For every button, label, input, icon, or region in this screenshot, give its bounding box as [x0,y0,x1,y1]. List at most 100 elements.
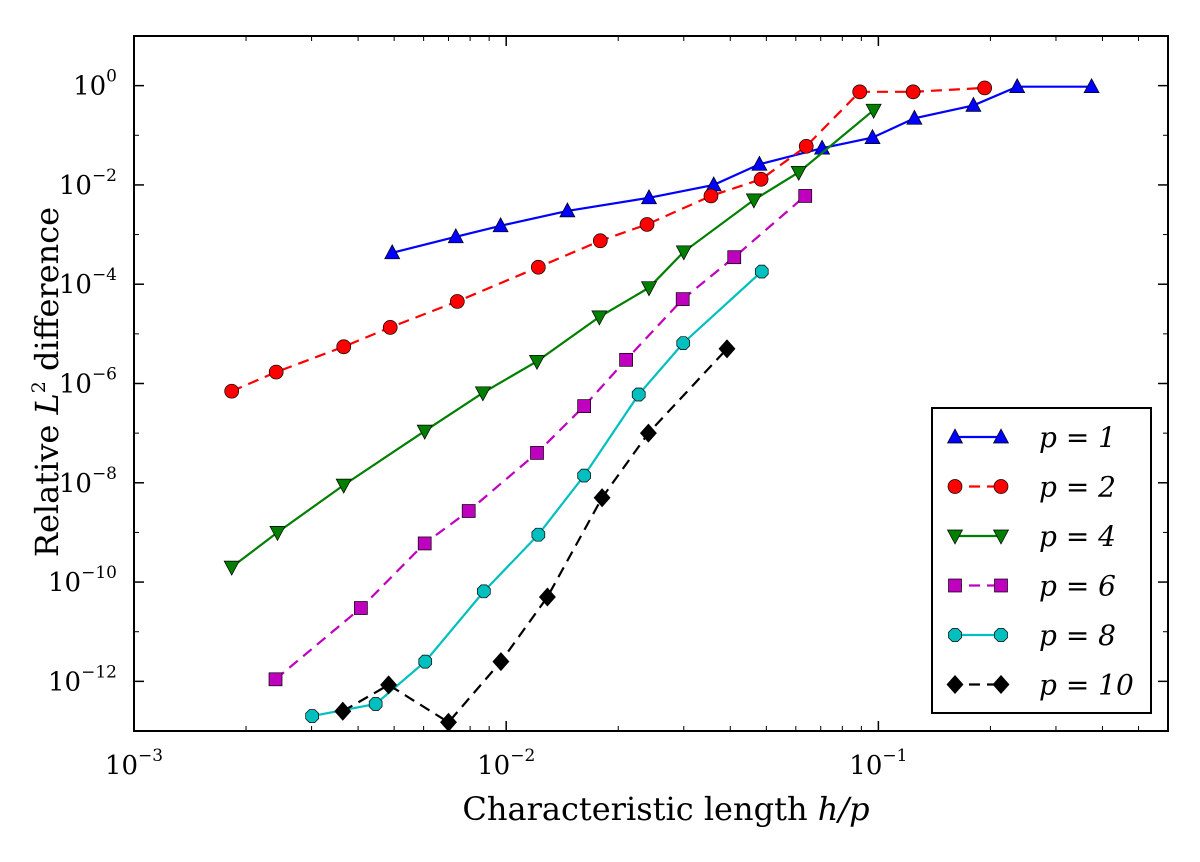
data-point [906,109,923,125]
data-point [384,244,401,260]
series-6 [334,339,736,732]
data-point [461,504,476,518]
data-point [382,320,398,335]
data-point [531,527,546,542]
series-line [274,195,806,681]
data-point [577,468,591,483]
data-point [477,584,491,599]
data-point [639,217,655,232]
data-point [417,536,432,551]
data-point [754,264,769,279]
data-point [675,245,692,261]
data-point [640,189,658,205]
legend-entry: p = 10 [946,669,1134,702]
data-point [640,281,658,297]
y-axis-label: Relative L2 difference [28,207,66,557]
data-point [592,233,608,249]
y-tick-label: 10−10 [48,563,117,598]
data-point [528,354,546,371]
legend-marker [946,674,964,695]
legend-label: p = 8 [1039,619,1116,652]
x-tick-label: 10−2 [477,746,535,781]
data-point [334,701,352,721]
data-point [798,138,814,154]
series-2 [224,80,993,399]
legend-label: p = 1 [1039,421,1116,454]
data-point [864,128,881,144]
data-point [745,193,762,209]
data-point [354,601,368,615]
series-line [231,86,985,393]
data-point [530,446,544,460]
series-4 [268,189,813,687]
legend-marker [994,578,1008,593]
y-tick-label: 10−8 [59,464,117,499]
x-axis-label: Characteristic length h/p [462,790,869,828]
data-point [418,654,433,669]
legend-label: p = 6 [1039,570,1116,603]
data-point [1009,77,1026,94]
data-point [639,423,657,443]
data-point [380,675,398,695]
legend-marker [992,428,1010,444]
data-point [965,96,982,112]
y-tick-label: 10−2 [59,166,117,201]
data-point [224,383,240,399]
y-tick-label: 100 [73,67,117,102]
data-point [675,292,690,307]
legend-marker [992,529,1010,545]
y-tick-label: 10−6 [59,365,117,400]
data-point [593,488,611,508]
legend-marker [947,479,963,494]
data-point [619,352,633,367]
legend-marker [946,428,964,444]
legend-label: p = 2 [1039,471,1116,504]
legend-entry: p = 1 [946,421,1116,454]
x-tick-label: 10−3 [105,746,163,781]
legend-entry: p = 6 [948,570,1116,603]
data-point [798,189,813,203]
series-3 [223,103,882,576]
data-point [268,672,283,687]
data-point [676,336,691,350]
data-point [449,294,465,309]
data-point [591,310,608,326]
legend-marker [994,628,1008,642]
data-point [269,526,286,542]
data-point [416,424,433,440]
legend: p = 1 p = 2 p = 4 p = 6 p = 8 p = 10 [931,407,1152,714]
data-point [305,709,319,723]
plot-series [223,77,1100,732]
data-point [223,560,240,576]
data-point [474,386,491,402]
axis-tick-labels: 10−3 10−2 10−1 100 10−2 10−4 10−6 10−8 10−10 10−1… [48,67,907,781]
data-point [559,202,576,218]
data-point [751,155,768,171]
data-point [865,103,882,119]
data-point [727,250,742,265]
data-point [492,652,510,672]
legend-marker [946,529,964,545]
data-point [1083,77,1100,94]
series-line [342,348,728,724]
legend-label: p = 4 [1039,520,1116,553]
legend-entry: p = 2 [947,471,1116,504]
legend-marker [992,674,1010,695]
legend-entry: p = 8 [948,619,1116,652]
legend-box [931,407,1152,714]
data-point [718,339,736,359]
data-point [790,165,807,182]
y-tick-label: 10−4 [59,265,117,300]
legend-marker [993,479,1009,494]
data-point [335,478,352,494]
legend-label: p = 10 [1039,669,1134,702]
data-point [905,84,921,100]
data-point [977,80,993,96]
data-point [447,228,464,244]
data-point [631,387,646,402]
data-point [530,259,546,275]
data-point [703,188,719,204]
data-point [852,84,868,100]
x-tick-label: 10−1 [849,746,907,781]
